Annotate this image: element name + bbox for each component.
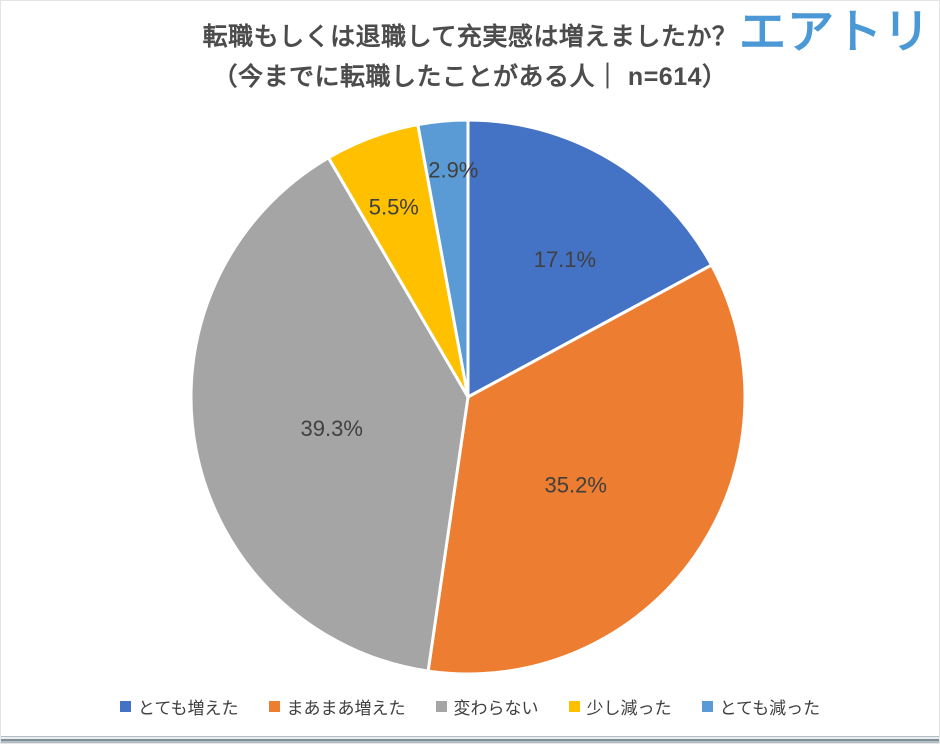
legend-swatch-icon	[119, 701, 131, 712]
data-label-somewhat-increased: 35.2%	[545, 473, 607, 498]
legend-swatch-icon	[568, 701, 580, 712]
data-label-slightly-decreased: 5.5%	[369, 194, 419, 219]
chart-title: 転職もしくは退職して充実感は増えましたか？ （今までに転職したことがある人｜ n…	[1, 17, 939, 97]
pie-slice-unchanged	[189, 156, 470, 673]
data-label-very-decreased: 2.9%	[428, 157, 478, 182]
legend-item-somewhat-increased: まあまあ増えた	[268, 694, 406, 719]
chart-title-line1: 転職もしくは退職して充実感は増えましたか？	[202, 23, 738, 51]
legend-label: とても減った	[719, 699, 821, 718]
chart-title-line2: （今までに転職したことがある人｜ n=614）	[212, 63, 728, 91]
pie-slice-somewhat-increased	[426, 263, 747, 676]
legend-item-very-decreased: とても減った	[701, 694, 821, 719]
legend-label: 変わらない	[453, 699, 539, 718]
pie-slice-very-decreased	[416, 118, 470, 399]
pie-slice-very-increased	[466, 118, 714, 399]
legend-swatch-icon	[701, 701, 713, 712]
window-bottom-border	[1, 734, 939, 743]
legend-swatch-icon	[435, 701, 447, 712]
data-label-unchanged: 39.3%	[301, 416, 363, 441]
legend-label: とても増えた	[137, 699, 239, 718]
data-label-very-increased: 17.1%	[534, 247, 596, 272]
legend-item-unchanged: 変わらない	[435, 694, 539, 719]
chart-legend: とても増えた まあまあ増えた 変わらない 少し減った とても減った	[1, 694, 939, 719]
legend-label: 少し減った	[586, 699, 672, 718]
airtrip-logo: エアトリ	[739, 5, 931, 58]
legend-label: まあまあ増えた	[286, 699, 406, 718]
legend-item-slightly-decreased: 少し減った	[568, 694, 672, 719]
legend-swatch-icon	[268, 701, 280, 712]
legend-item-very-increased: とても増えた	[119, 694, 239, 719]
